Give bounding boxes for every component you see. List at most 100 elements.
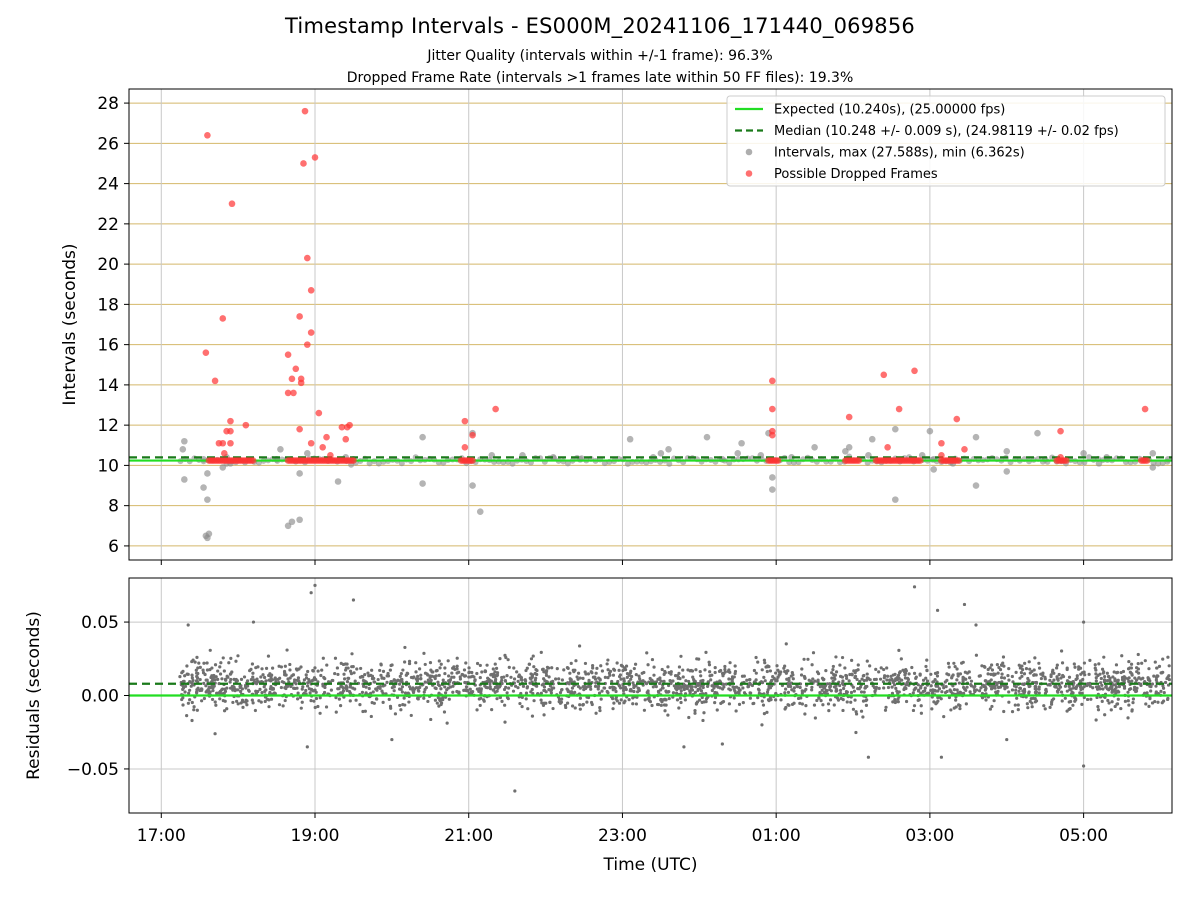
residual-point <box>296 691 300 695</box>
residual-point <box>963 687 967 691</box>
residual-point <box>865 678 869 682</box>
residual-point <box>1033 690 1038 694</box>
residual-point <box>435 701 439 705</box>
residual-point <box>785 669 789 673</box>
residual-point <box>1126 690 1130 694</box>
residual-point <box>608 686 612 690</box>
residual-point <box>882 676 886 680</box>
residual-point <box>851 707 856 711</box>
residual-point <box>306 669 310 674</box>
residual-point <box>591 675 596 679</box>
residual-point <box>834 689 838 693</box>
interval-point <box>1003 448 1011 455</box>
residual-point <box>1015 696 1019 700</box>
residual-point <box>216 669 220 673</box>
residual-point <box>827 709 831 713</box>
residual-point <box>667 690 671 694</box>
residual-point <box>210 666 214 670</box>
residual-point <box>530 687 534 692</box>
residual-point <box>838 688 843 692</box>
residual-point <box>699 679 703 683</box>
residual-point <box>443 666 447 670</box>
residual-point <box>783 691 787 695</box>
residual-point <box>1160 701 1164 705</box>
residual-point <box>445 721 449 725</box>
residual-point <box>1097 662 1101 666</box>
residual-point <box>416 674 420 678</box>
residual-point <box>534 676 538 680</box>
residual-point <box>603 675 607 679</box>
residual-point <box>984 698 988 702</box>
dropped-frame-point <box>461 417 469 425</box>
residual-point <box>1000 676 1004 680</box>
residual-point <box>194 668 198 672</box>
residual-point <box>314 696 319 701</box>
residual-point <box>562 668 566 672</box>
residual-point <box>953 664 957 669</box>
residual-point <box>260 691 264 695</box>
residual-point <box>864 699 868 703</box>
residual-point <box>1113 704 1117 709</box>
residual-point <box>1039 676 1044 681</box>
residual-point <box>251 675 255 679</box>
dropped-frame-point <box>296 425 303 433</box>
residual-point <box>682 745 686 749</box>
residual-point <box>484 685 488 690</box>
residual-point <box>316 669 320 673</box>
residual-point <box>1007 700 1011 704</box>
residual-point <box>1026 706 1030 710</box>
residual-point <box>582 688 586 692</box>
residual-point <box>786 690 791 694</box>
residual-point <box>886 674 890 678</box>
residual-point <box>732 675 736 679</box>
residual-point <box>585 700 589 704</box>
dropped-frame-point <box>1057 454 1064 461</box>
residual-point <box>936 699 940 703</box>
residual-point <box>760 699 764 703</box>
residual-point <box>251 620 256 624</box>
chart-legend: Expected (10.240s), (25.00000 fps) Median… <box>726 95 1166 187</box>
residual-point <box>718 680 722 684</box>
residual-point <box>687 679 691 684</box>
residual-point <box>311 669 315 673</box>
residual-point <box>616 679 620 684</box>
residual-point <box>800 691 804 695</box>
residual-point <box>1041 671 1045 675</box>
residual-point <box>617 668 621 672</box>
residual-point <box>363 709 367 713</box>
residual-point <box>756 687 761 691</box>
residual-point <box>713 666 717 670</box>
residual-point <box>1162 690 1166 695</box>
residual-point <box>974 623 978 627</box>
residual-point <box>586 695 591 700</box>
residual-point <box>825 689 829 693</box>
residual-point <box>676 676 680 680</box>
residual-point <box>622 701 626 705</box>
residual-point <box>188 698 192 702</box>
y-tick-label: 22 <box>97 215 119 235</box>
residual-point <box>1100 699 1104 703</box>
interval-point <box>1095 460 1103 467</box>
residual-point <box>195 708 199 712</box>
dropped-frame-point <box>300 160 307 167</box>
residual-point <box>620 664 625 668</box>
residual-point <box>585 685 589 689</box>
interval-point <box>375 460 382 467</box>
residual-point <box>892 683 897 687</box>
dropped-frame-point <box>221 450 228 457</box>
residual-point <box>202 696 207 701</box>
residual-point <box>756 696 760 700</box>
residual-point <box>254 691 259 696</box>
residual-point <box>269 697 274 701</box>
residual-point <box>654 685 658 689</box>
residual-point <box>698 670 702 674</box>
residual-point <box>218 672 223 676</box>
residual-point <box>1145 691 1149 695</box>
residual-point <box>273 676 277 680</box>
residual-point <box>560 697 564 701</box>
residual-point <box>1007 667 1011 671</box>
dropped-frame-point <box>288 375 296 383</box>
residual-point <box>940 690 944 694</box>
residual-point <box>204 684 208 688</box>
residual-point <box>569 678 573 682</box>
